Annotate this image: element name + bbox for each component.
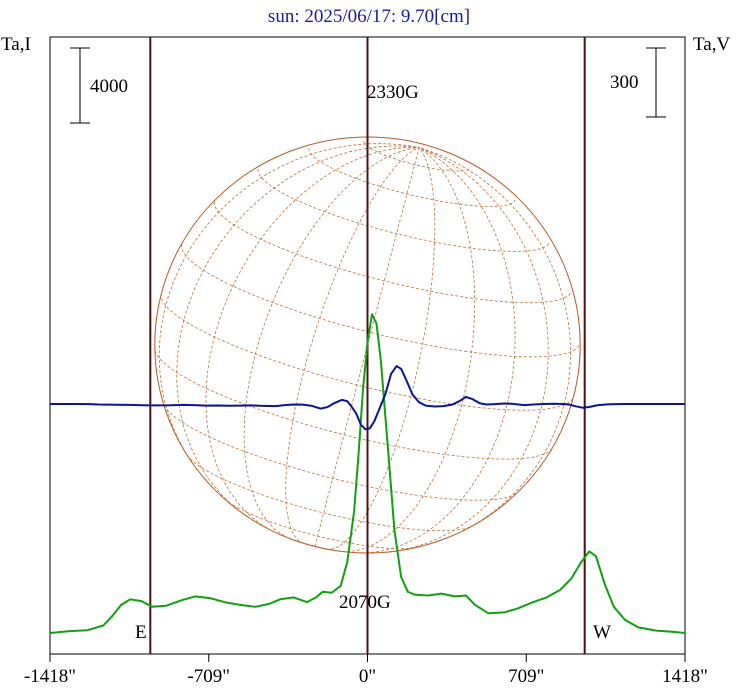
grid-parallel xyxy=(163,405,517,501)
grid-parallel xyxy=(281,535,350,553)
grid-parallel xyxy=(181,244,581,358)
grid-parallel xyxy=(308,148,516,207)
y-axis-label-left: Ta,I xyxy=(1,34,31,55)
series-group xyxy=(49,313,686,634)
east-label: E xyxy=(135,622,147,643)
grid-meridian xyxy=(243,147,420,539)
y-axis-label-right: Ta,V xyxy=(693,34,730,55)
grid-meridian xyxy=(325,147,436,550)
series-stokes_i xyxy=(49,313,686,634)
x-axis-ticks: -1418" -709" 0" 709" 1418" xyxy=(24,654,708,687)
grid-meridian xyxy=(176,145,420,516)
grid-meridian xyxy=(285,147,420,544)
chart-title: sun: 2025/06/17: 9.70[cm] xyxy=(268,6,470,27)
scale-bar-right: 300 xyxy=(610,47,666,118)
series-stokes_v xyxy=(50,365,685,431)
grid-meridian xyxy=(390,147,549,553)
west-label: W xyxy=(593,622,611,643)
grid-parallel xyxy=(257,168,551,252)
x-tick-label-2: 0" xyxy=(359,666,376,687)
grid-meridian xyxy=(158,143,420,474)
annotation-max-field: 2330G xyxy=(367,82,419,103)
x-tick-label-3: 709" xyxy=(508,666,544,687)
grid-meridian xyxy=(314,147,420,547)
grid-parallel xyxy=(186,454,473,532)
annotation-min-field: 2070G xyxy=(339,592,391,613)
solar-disk xyxy=(154,136,581,554)
grid-meridian xyxy=(205,146,420,531)
grid-parallel xyxy=(363,140,472,172)
grid-parallel xyxy=(154,350,552,460)
grid-meridian xyxy=(361,147,516,554)
scale-bar-left: 4000 xyxy=(70,47,128,124)
scale-bar-right-label: 300 xyxy=(610,72,639,93)
grid-parallel xyxy=(160,293,574,411)
x-tick-label-0: -1418" xyxy=(24,666,76,687)
grid-parallel xyxy=(224,498,418,549)
x-tick-label-4: 1418" xyxy=(662,666,708,687)
x-tick-label-1: -709" xyxy=(187,666,230,687)
scale-bar-left-label: 4000 xyxy=(90,76,128,97)
grid-parallel xyxy=(214,201,573,304)
grid-meridian xyxy=(341,147,476,552)
grid-meridian xyxy=(418,147,571,537)
